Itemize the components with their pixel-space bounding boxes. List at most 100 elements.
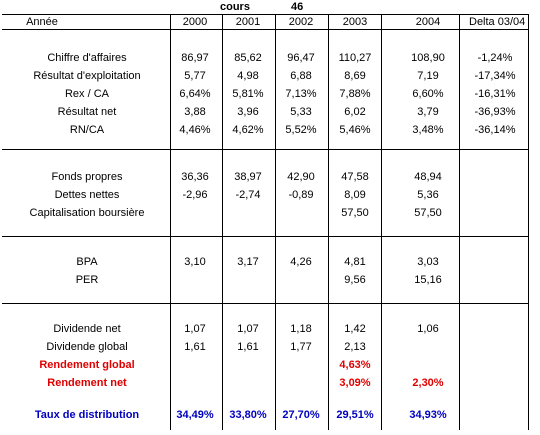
row-value: 6,64% bbox=[179, 88, 211, 100]
cours-value: 46 bbox=[291, 1, 304, 13]
row-value: 57,50 bbox=[414, 207, 442, 219]
row-label: Capitalisation boursière bbox=[29, 207, 145, 219]
row-value: 3,09% bbox=[339, 377, 371, 389]
row-label: Résultat d'exploitation bbox=[33, 70, 141, 82]
column-divider bbox=[222, 14, 223, 430]
row-value: 34,49% bbox=[176, 409, 214, 421]
row-value: 96,47 bbox=[287, 52, 315, 64]
row-value: 6,02 bbox=[344, 106, 366, 118]
row-value: 1,42 bbox=[344, 323, 366, 335]
header-col-1: 2001 bbox=[235, 16, 261, 28]
row-value: 3,96 bbox=[237, 106, 259, 118]
row-value: 42,90 bbox=[287, 171, 315, 183]
row-value: 4,63% bbox=[339, 359, 371, 371]
row-value: 27,70% bbox=[282, 409, 320, 421]
row-value: 2,13 bbox=[344, 341, 366, 353]
row-value: 47,58 bbox=[341, 171, 369, 183]
row-label: Chiffre d'affaires bbox=[47, 52, 127, 64]
row-value: 3,48% bbox=[412, 124, 444, 136]
row-value: 33,80% bbox=[229, 409, 267, 421]
row-value: 5,36 bbox=[417, 189, 439, 201]
row-value: 38,97 bbox=[234, 171, 262, 183]
row-value: 3,03 bbox=[417, 256, 439, 268]
row-label: PER bbox=[75, 274, 99, 286]
row-value: 7,13% bbox=[285, 88, 317, 100]
row-value: 3,17 bbox=[237, 256, 259, 268]
row-label: Rendement global bbox=[39, 359, 135, 371]
row-value: 7,19 bbox=[417, 70, 439, 82]
column-divider bbox=[170, 14, 171, 430]
row-value: 1,77 bbox=[290, 341, 312, 353]
row-value: 7,88% bbox=[339, 88, 371, 100]
row-value: 1,07 bbox=[237, 323, 259, 335]
row-label: Dividende global bbox=[46, 341, 128, 353]
row-value: 1,06 bbox=[417, 323, 439, 335]
row-value: 4,98 bbox=[237, 70, 259, 82]
row-value: 36,36 bbox=[181, 171, 209, 183]
row-value: 57,50 bbox=[341, 207, 369, 219]
header-bottom-line bbox=[2, 29, 528, 30]
row-value: 4,81 bbox=[344, 256, 366, 268]
header-col-5: Delta 03/04 bbox=[469, 16, 526, 28]
row-value: 3,88 bbox=[184, 106, 206, 118]
row-value: 3,79 bbox=[417, 106, 439, 118]
row-value: 29,51% bbox=[336, 409, 374, 421]
row-label: Fonds propres bbox=[51, 171, 123, 183]
row-label: Rendement net bbox=[47, 377, 127, 389]
header-top-line bbox=[2, 14, 528, 15]
row-value: 8,69 bbox=[344, 70, 366, 82]
column-divider bbox=[459, 14, 460, 430]
row-value: -2,74 bbox=[235, 189, 261, 201]
row-value: 1,61 bbox=[237, 341, 259, 353]
row-value: 3,10 bbox=[184, 256, 206, 268]
row-label: Rex / CA bbox=[64, 88, 109, 100]
header-col-3: 2003 bbox=[342, 16, 368, 28]
section-divider-0 bbox=[2, 149, 528, 150]
row-value: -2,96 bbox=[182, 189, 208, 201]
row-value: 4,46% bbox=[179, 124, 211, 136]
row-value: 9,56 bbox=[344, 274, 366, 286]
row-value: 5,81% bbox=[232, 88, 264, 100]
row-value: 1,18 bbox=[290, 323, 312, 335]
header-col-2: 2002 bbox=[288, 16, 314, 28]
row-value: 110,27 bbox=[338, 52, 372, 64]
column-divider bbox=[528, 14, 529, 430]
row-value: 86,97 bbox=[181, 52, 209, 64]
row-value: 4,62% bbox=[232, 124, 264, 136]
row-value: 2,30% bbox=[412, 377, 444, 389]
row-value: 6,60% bbox=[412, 88, 444, 100]
row-value: -0,89 bbox=[288, 189, 314, 201]
row-value: -36,93% bbox=[474, 106, 516, 118]
row-label: BPA bbox=[76, 256, 98, 268]
row-label: Dividende net bbox=[53, 323, 121, 335]
column-divider bbox=[275, 14, 276, 430]
row-value: 15,16 bbox=[414, 274, 442, 286]
row-value: 34,93% bbox=[409, 409, 447, 421]
column-divider bbox=[381, 14, 382, 430]
row-value: 1,07 bbox=[184, 323, 206, 335]
row-value: -36,14% bbox=[474, 124, 516, 136]
section-divider-1 bbox=[2, 236, 528, 237]
row-value: -17,34% bbox=[474, 70, 516, 82]
row-value: 48,94 bbox=[414, 171, 442, 183]
row-value: 5,52% bbox=[285, 124, 317, 136]
row-value: 1,61 bbox=[184, 341, 206, 353]
row-value: 6,88 bbox=[290, 70, 312, 82]
row-value: -1,24% bbox=[477, 52, 513, 64]
row-label: Dettes nettes bbox=[54, 189, 120, 201]
row-label: Résultat net bbox=[57, 106, 117, 118]
header-annee-label: Année bbox=[26, 16, 58, 28]
column-divider bbox=[328, 14, 329, 430]
cours-label: cours bbox=[220, 1, 250, 13]
row-value: 5,33 bbox=[290, 106, 312, 118]
row-value: 108,90 bbox=[411, 52, 445, 64]
row-value: 8,09 bbox=[344, 189, 366, 201]
row-value: 85,62 bbox=[234, 52, 262, 64]
row-value: -16,31% bbox=[474, 88, 516, 100]
row-value: 4,26 bbox=[290, 256, 312, 268]
section-divider-2 bbox=[2, 303, 528, 304]
row-value: 5,46% bbox=[339, 124, 371, 136]
header-col-0: 2000 bbox=[182, 16, 208, 28]
row-label: RN/CA bbox=[69, 124, 105, 136]
header-col-4: 2004 bbox=[415, 16, 441, 28]
